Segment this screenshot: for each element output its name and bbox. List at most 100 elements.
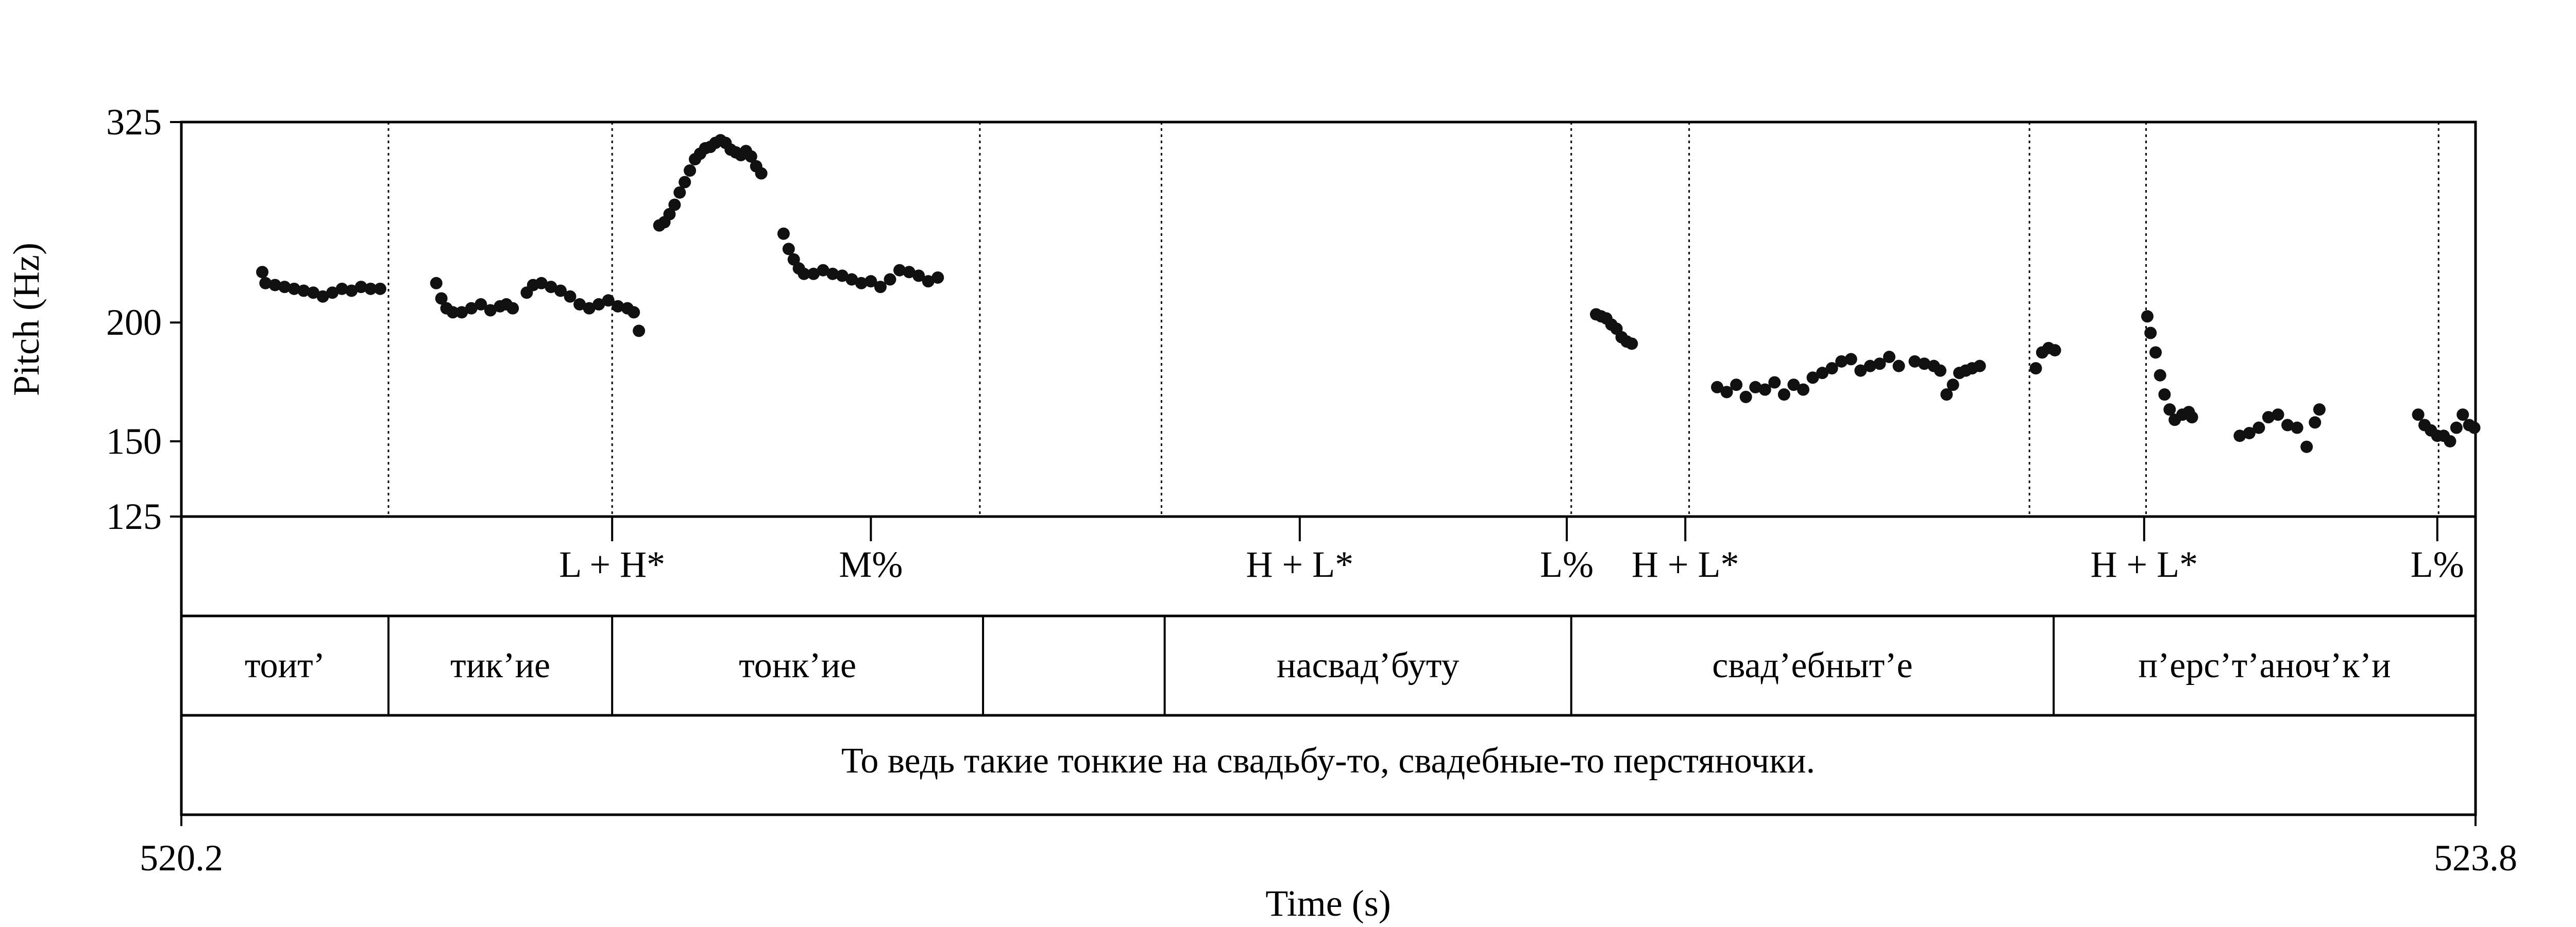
pitch-point <box>2272 408 2284 421</box>
pitch-point <box>287 282 300 295</box>
pitch-point <box>554 284 567 297</box>
word-label: насвад’буту <box>1277 646 1459 685</box>
pitch-point <box>2309 416 2321 429</box>
pitch-point <box>826 267 839 280</box>
pitch-point <box>884 273 896 286</box>
pitch-point <box>506 302 519 315</box>
pitch-point <box>2456 408 2469 421</box>
pitch-point <box>2141 310 2154 323</box>
pitch-point <box>2291 421 2303 434</box>
pitch-point <box>663 208 676 220</box>
pitch-point <box>278 281 291 294</box>
word-label: тоит’ <box>245 646 325 685</box>
pitch-point <box>922 275 935 288</box>
pitch-point <box>673 186 686 199</box>
pitch-point <box>354 281 367 294</box>
x-tick-label: 523.8 <box>2434 837 2517 879</box>
pitch-point <box>2144 327 2157 339</box>
pitch-point <box>1854 364 1867 377</box>
pitch-point <box>465 302 478 315</box>
pitch-point <box>545 281 557 294</box>
x-tick-label: 520.2 <box>140 837 223 879</box>
pitch-point <box>2149 346 2162 359</box>
pitch-point <box>874 281 887 294</box>
pitch-point <box>307 286 320 299</box>
pitch-point <box>1863 359 1876 372</box>
pitch-point <box>1777 388 1790 401</box>
pitch-point <box>1749 381 1762 393</box>
pitch-point <box>1873 357 1886 370</box>
pitch-point <box>1892 359 1905 372</box>
tone-label: H + L* <box>1632 544 1739 585</box>
pitch-point <box>2154 369 2166 382</box>
pitch-point <box>2444 435 2456 448</box>
pitch-point <box>2300 440 2313 453</box>
pitch-point <box>583 302 596 315</box>
pitch-point <box>1940 388 1953 401</box>
pitch-point <box>1787 379 1800 391</box>
pitch-panel <box>180 121 2477 518</box>
pitch-point <box>777 227 790 240</box>
pitch-point <box>1908 355 1921 368</box>
pitch-point <box>1825 362 1838 375</box>
pitch-point <box>484 304 497 317</box>
axis-ticks <box>170 121 2477 826</box>
y-axis-label: Pitch (Hz) <box>6 243 47 396</box>
pitch-point <box>2468 421 2481 434</box>
pitch-point <box>430 277 443 289</box>
pitch-point <box>2412 408 2425 421</box>
y-tick-label: 325 <box>106 101 162 143</box>
pitch-point <box>573 298 586 311</box>
pitch-point <box>755 167 768 180</box>
pitch-point <box>1758 383 1771 396</box>
pitch-point <box>855 277 868 289</box>
pitch-point <box>345 284 358 297</box>
pitch-point <box>807 267 820 280</box>
pitch-point <box>256 266 269 279</box>
pitch-point <box>1806 371 1819 384</box>
pitch-point <box>2029 362 2042 375</box>
figure-frame <box>180 121 2477 816</box>
pitch-point <box>259 277 272 289</box>
y-tick-label: 200 <box>106 302 162 343</box>
pitch-point <box>564 290 577 303</box>
pitch-point <box>865 275 877 288</box>
word-label: п’ерс’т’аноч’к’и <box>2139 646 2391 685</box>
pitch-point <box>2281 419 2294 432</box>
x-axis-label: Time (s) <box>1265 883 1391 924</box>
pitch-point <box>474 298 487 311</box>
pitch-point <box>1835 355 1848 368</box>
sentence-tier <box>180 714 2477 816</box>
pitch-point <box>633 324 646 337</box>
pitch-point <box>2450 421 2463 434</box>
y-tick-label: 125 <box>106 496 162 537</box>
pitch-point <box>612 300 624 313</box>
pitch-point <box>2313 403 2326 416</box>
pitch-point <box>2048 344 2061 357</box>
pitch-point <box>535 277 548 289</box>
pitch-point <box>435 292 448 305</box>
pitch-point <box>2233 430 2246 442</box>
pitch-point <box>374 282 386 295</box>
pitch-point <box>2163 403 2176 416</box>
pitch-point <box>845 273 858 286</box>
pitch-point <box>326 286 339 299</box>
pitch-point <box>446 306 459 319</box>
pitch-point <box>2262 411 2275 424</box>
pitch-point <box>1711 381 1724 393</box>
pitch-point <box>931 271 944 284</box>
pitch-point <box>1730 379 1743 391</box>
pitch-point <box>1918 357 1931 370</box>
boundary-lines <box>387 122 2439 715</box>
pitch-point <box>364 282 377 295</box>
pitch-point <box>1973 359 1986 372</box>
pitch-point <box>592 298 605 311</box>
pitch-point <box>1625 337 1638 350</box>
word-label: тик’ие <box>450 646 550 685</box>
pitch-point <box>782 243 795 255</box>
tier-labels: L + H* M% H + L* L% H + L* H + L* L% тоит’ тик’и… <box>106 101 2517 879</box>
pitch-point <box>1934 364 1946 377</box>
pitch-point <box>787 253 800 266</box>
pitch-point <box>628 306 640 319</box>
pitch-point <box>684 164 697 177</box>
